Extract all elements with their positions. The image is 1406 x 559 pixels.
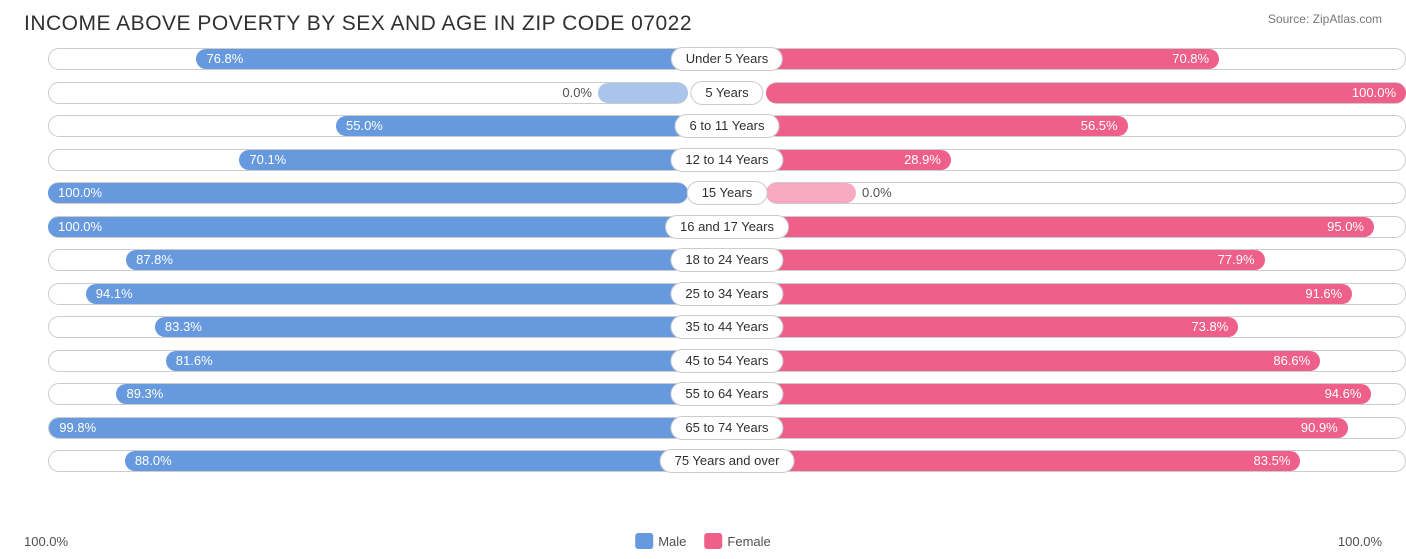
value-male: 81.6% xyxy=(166,351,688,371)
chart-row: 88.0% 83.5%75 Years and over xyxy=(48,446,1406,476)
value-female: 28.9% xyxy=(766,150,951,170)
value-female: 77.9% xyxy=(766,250,1265,270)
category-label: 45 to 54 Years xyxy=(670,349,783,373)
value-female: 0.0% xyxy=(856,183,916,203)
value-male: 99.8% xyxy=(49,418,688,438)
chart-row: 100.0% 0.0% 15 Years xyxy=(48,178,1406,208)
legend: Male Female xyxy=(635,533,771,549)
value-male: 100.0% xyxy=(48,183,688,203)
category-label: 35 to 44 Years xyxy=(670,315,783,339)
category-label: 65 to 74 Years xyxy=(670,416,783,440)
value-female: 56.5% xyxy=(766,116,1128,136)
chart-title: INCOME ABOVE POVERTY BY SEX AND AGE IN Z… xyxy=(24,12,692,36)
value-female: 73.8% xyxy=(766,317,1238,337)
value-female: 91.6% xyxy=(766,284,1352,304)
axis-label-left: 100.0% xyxy=(24,534,68,549)
value-female: 83.5% xyxy=(766,451,1300,471)
category-label: 5 Years xyxy=(690,81,763,105)
legend-item-male: Male xyxy=(635,533,686,549)
value-male: 89.3% xyxy=(116,384,688,404)
category-label: 15 Years xyxy=(687,181,768,205)
legend-label-female: Female xyxy=(727,534,770,549)
chart-source: Source: ZipAtlas.com xyxy=(1268,12,1382,26)
value-male: 70.1% xyxy=(239,150,688,170)
chart-row: 55.0% 56.5%6 to 11 Years xyxy=(48,111,1406,141)
legend-swatch-male xyxy=(635,533,653,549)
chart-row: 89.3% 94.6%55 to 64 Years xyxy=(48,379,1406,409)
value-female: 94.6% xyxy=(766,384,1371,404)
value-male: 94.1% xyxy=(86,284,688,304)
value-male: 0.0% xyxy=(538,83,598,103)
chart-row: 83.3% 73.8%35 to 44 Years xyxy=(48,312,1406,342)
chart-row: 100.0% 95.0%16 and 17 Years xyxy=(48,212,1406,242)
legend-label-male: Male xyxy=(658,534,686,549)
category-label: 18 to 24 Years xyxy=(670,248,783,272)
value-female: 86.6% xyxy=(766,351,1320,371)
bar-male xyxy=(598,83,688,103)
category-label: Under 5 Years xyxy=(671,47,783,71)
value-male: 87.8% xyxy=(126,250,688,270)
value-female: 70.8% xyxy=(766,49,1219,69)
value-female: 100.0% xyxy=(766,83,1406,103)
value-female: 90.9% xyxy=(766,418,1348,438)
value-male: 88.0% xyxy=(125,451,688,471)
category-label: 75 Years and over xyxy=(660,449,795,473)
chart-row: 76.8% 70.8%Under 5 Years xyxy=(48,44,1406,74)
category-label: 55 to 64 Years xyxy=(670,382,783,406)
chart-row: 99.8% 90.9%65 to 74 Years xyxy=(48,413,1406,443)
chart-header: INCOME ABOVE POVERTY BY SEX AND AGE IN Z… xyxy=(0,0,1406,44)
legend-item-female: Female xyxy=(704,533,770,549)
chart-row: 0.0% 100.0%5 Years xyxy=(48,78,1406,108)
category-label: 25 to 34 Years xyxy=(670,282,783,306)
category-label: 16 and 17 Years xyxy=(665,215,789,239)
chart-row: 70.1% 28.9%12 to 14 Years xyxy=(48,145,1406,175)
value-male: 100.0% xyxy=(48,217,688,237)
category-label: 6 to 11 Years xyxy=(675,114,780,138)
chart-row: 87.8% 77.9%18 to 24 Years xyxy=(48,245,1406,275)
value-male: 83.3% xyxy=(155,317,688,337)
value-male: 55.0% xyxy=(336,116,688,136)
value-male: 76.8% xyxy=(196,49,688,69)
diverging-bar-chart: 76.8% 70.8%Under 5 Years 0.0% 100.0% 5 Years… xyxy=(24,44,1382,476)
value-female: 95.0% xyxy=(766,217,1374,237)
chart-row: 81.6% 86.6%45 to 54 Years xyxy=(48,346,1406,376)
legend-swatch-female xyxy=(704,533,722,549)
bar-female xyxy=(766,183,856,203)
chart-row: 94.1% 91.6%25 to 34 Years xyxy=(48,279,1406,309)
category-label: 12 to 14 Years xyxy=(670,148,783,172)
axis-label-right: 100.0% xyxy=(1338,534,1382,549)
